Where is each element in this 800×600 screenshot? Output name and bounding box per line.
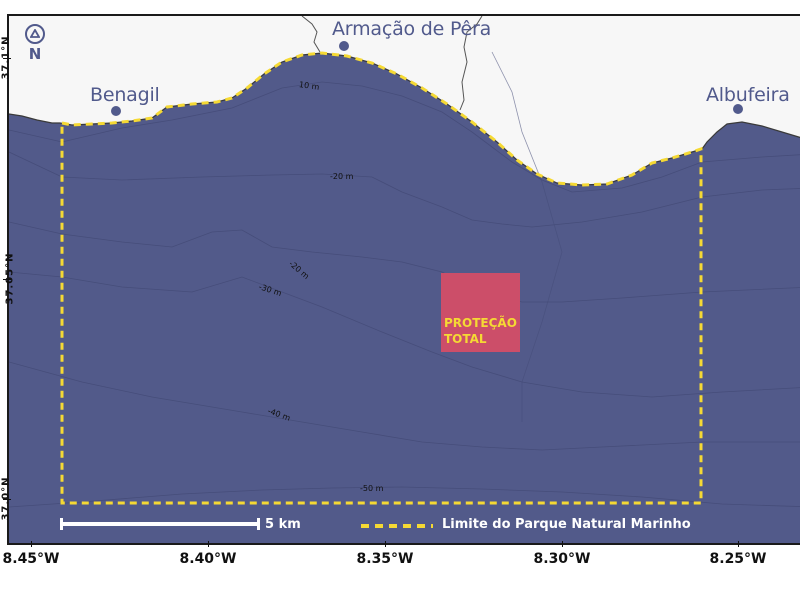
scale-bar bbox=[60, 518, 260, 530]
y-tick bbox=[3, 279, 11, 280]
place-label-benagil: Benagil bbox=[90, 84, 160, 106]
park-boundary bbox=[60, 51, 703, 505]
legend-boundary-label: Limite do Parque Natural Marinho bbox=[442, 517, 691, 532]
y-tick-label: 37.1°N bbox=[0, 35, 12, 80]
x-tick bbox=[208, 541, 209, 547]
x-tick-label: 8.35°W bbox=[356, 551, 414, 567]
x-tick bbox=[738, 541, 739, 547]
y-tick bbox=[3, 499, 11, 500]
place-label-armacao-de-pera: Armação de Pêra bbox=[332, 18, 492, 40]
x-tick-label: 8.30°W bbox=[533, 551, 591, 567]
x-tick-label: 8.25°W bbox=[709, 551, 767, 567]
full-protection-zone[interactable] bbox=[441, 273, 520, 352]
map-canvas bbox=[9, 16, 800, 543]
map-frame[interactable]: N Armação de Pêra Benagil Albufeira 10 m… bbox=[7, 14, 800, 545]
contour-label: -50 m bbox=[360, 484, 384, 493]
place-marker-armacao-de-pera bbox=[339, 41, 349, 51]
north-label: N bbox=[28, 45, 42, 63]
x-tick-label: 8.40°W bbox=[179, 551, 237, 567]
x-tick bbox=[31, 541, 32, 547]
y-tick-label: 37.05°N bbox=[4, 252, 16, 305]
place-marker-benagil bbox=[111, 106, 121, 116]
legend-boundary-swatch bbox=[361, 524, 433, 528]
full-protection-label: PROTEÇÃO TOTAL bbox=[444, 316, 517, 346]
north-arrow: N bbox=[24, 24, 46, 63]
north-arrow-icon bbox=[25, 24, 45, 44]
y-tick bbox=[3, 58, 11, 59]
x-tick bbox=[562, 541, 563, 547]
y-tick-label: 37.0°N bbox=[0, 476, 12, 521]
x-tick bbox=[385, 541, 386, 547]
x-tick-label: 8.45°W bbox=[2, 551, 60, 567]
sea-area bbox=[9, 53, 800, 543]
bathymetry-contours bbox=[9, 51, 800, 508]
place-marker-albufeira bbox=[733, 104, 743, 114]
land-lines bbox=[301, 16, 483, 111]
place-label-albufeira: Albufeira bbox=[706, 84, 790, 106]
contour-label: -20 m bbox=[330, 172, 354, 181]
scale-bar-label: 5 km bbox=[265, 517, 301, 532]
